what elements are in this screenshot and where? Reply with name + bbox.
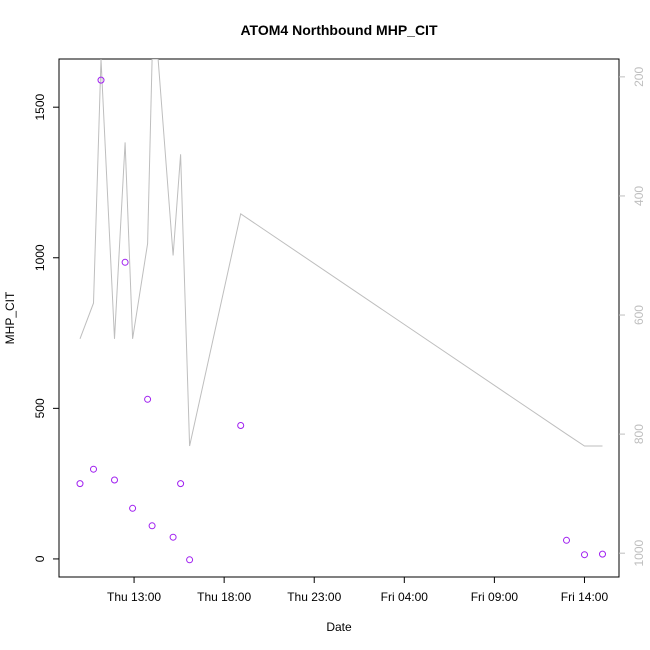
x-tick-label: Thu 23:00 xyxy=(287,590,341,604)
x-axis-label: Date xyxy=(326,620,352,634)
y2-tick-label: 600 xyxy=(632,305,646,325)
data-point xyxy=(599,550,606,558)
data-point xyxy=(129,504,137,512)
data-point xyxy=(581,551,588,559)
y-tick-label: 0 xyxy=(33,555,47,562)
y2-tick-label: 800 xyxy=(632,424,646,444)
data-point xyxy=(148,522,156,530)
y2-tick-label: 200 xyxy=(632,67,646,87)
y-axis-label: MHP_CIT xyxy=(3,291,17,344)
y-tick-label: 500 xyxy=(33,398,47,418)
plot-frame xyxy=(58,58,620,578)
y-axis-right: 200 400 600 800 1000 xyxy=(619,67,646,567)
x-tick-label: Fri 09:00 xyxy=(471,590,519,604)
x-tick-label: Thu 13:00 xyxy=(107,590,161,604)
data-point xyxy=(90,465,97,473)
chart-title: ATOM4 Northbound MHP_CIT xyxy=(240,22,437,38)
series-line xyxy=(79,59,603,447)
x-tick-label: Thu 18:00 xyxy=(197,590,251,604)
y-tick-label: 1500 xyxy=(33,94,47,121)
line-series-layer xyxy=(79,59,603,447)
data-point xyxy=(97,76,105,84)
data-point xyxy=(76,480,84,488)
data-point xyxy=(111,476,118,484)
y2-tick-label: 400 xyxy=(632,186,646,206)
y2-tick-label: 1000 xyxy=(632,540,646,567)
scatter-series-layer xyxy=(76,76,606,564)
data-point xyxy=(237,422,245,429)
data-point xyxy=(169,533,177,541)
x-tick-label: Fri 04:00 xyxy=(381,590,429,604)
data-point xyxy=(121,258,129,266)
data-point xyxy=(177,480,185,488)
data-point xyxy=(563,536,570,544)
y-tick-label: 1000 xyxy=(33,244,47,271)
y-axis-left: 0 500 1000 1500 xyxy=(33,94,59,562)
x-axis: Thu 13:00 Thu 18:00 Thu 23:00 Fri 04:00 Fri … xyxy=(107,577,608,604)
data-point xyxy=(144,395,152,403)
data-point xyxy=(186,556,194,564)
x-tick-label: Fri 14:00 xyxy=(561,590,609,604)
